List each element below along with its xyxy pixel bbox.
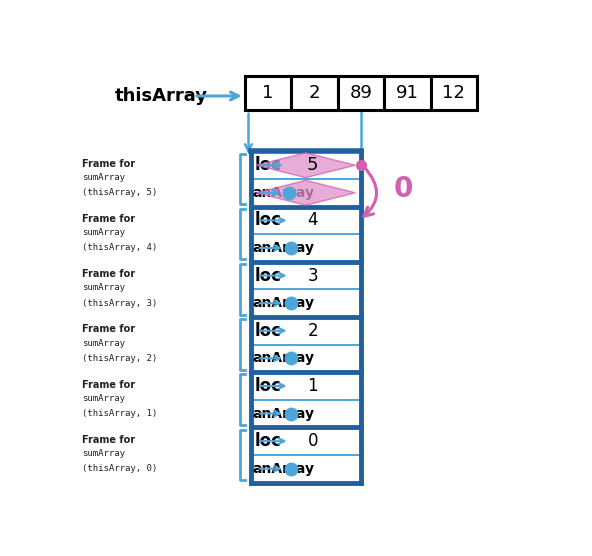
Text: 2: 2 [308,84,320,102]
Bar [430,76,477,110]
Polygon shape [256,153,355,177]
Text: sumArray: sumArray [82,339,125,348]
Text: loc: loc [255,322,282,340]
Text: (thisArray, 5): (thisArray, 5) [82,188,157,197]
Text: Frame for: Frame for [82,324,135,334]
Bar [291,76,337,110]
Text: 2: 2 [307,322,318,340]
Polygon shape [256,180,355,205]
Text: loc: loc [255,266,282,285]
Text: 1: 1 [307,377,318,395]
Text: 3: 3 [307,266,318,285]
Text: Frame for: Frame for [82,159,135,169]
Text: thisArray: thisArray [114,87,207,105]
Text: Frame for: Frame for [82,214,135,224]
Bar [244,76,291,110]
Text: Frame for: Frame for [82,380,135,390]
Text: sumArray: sumArray [82,173,125,182]
Text: anArray: anArray [252,296,314,310]
Text: 12: 12 [442,84,465,102]
Text: 1: 1 [262,84,274,102]
Text: (thisArray, 0): (thisArray, 0) [82,464,157,473]
Text: sumArray: sumArray [82,229,125,237]
Text: 91: 91 [396,84,419,102]
Text: (thisArray, 4): (thisArray, 4) [82,244,157,252]
Text: (thisArray, 1): (thisArray, 1) [82,409,157,418]
Text: anArray: anArray [252,461,314,476]
Text: Frame for: Frame for [82,269,135,279]
Text: loc: loc [255,156,282,174]
Text: sumArray: sumArray [82,394,125,403]
Text: loc: loc [255,377,282,395]
Text: 89: 89 [349,84,372,102]
Text: anArray: anArray [252,241,314,255]
Text: loc: loc [255,432,282,450]
Text: sumArray: sumArray [82,449,125,458]
Text: anArray: anArray [252,406,314,420]
Text: (thisArray, 2): (thisArray, 2) [82,354,157,363]
Text: (thisArray, 3): (thisArray, 3) [82,299,157,307]
Bar [337,76,384,110]
Text: Frame for: Frame for [82,435,135,445]
Text: 4: 4 [307,211,318,230]
FancyArrowPatch shape [364,167,377,216]
Text: 0: 0 [307,432,318,450]
Text: 5: 5 [307,156,318,174]
Text: anArray: anArray [252,186,314,200]
Bar [384,76,430,110]
Text: sumArray: sumArray [82,284,125,292]
Text: 0: 0 [394,175,413,203]
Text: anArray: anArray [252,351,314,365]
Text: loc: loc [255,211,282,230]
